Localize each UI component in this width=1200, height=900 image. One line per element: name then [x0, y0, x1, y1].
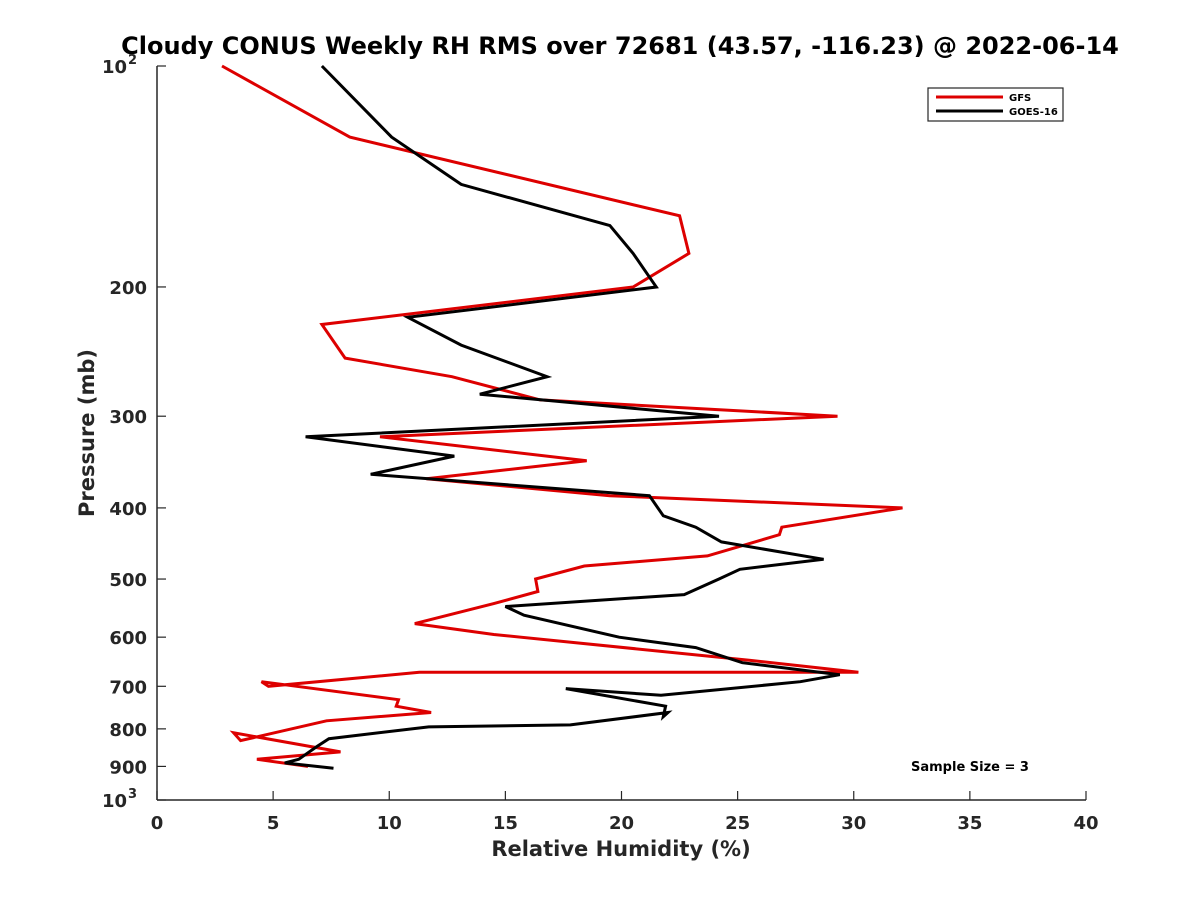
x-axis-label: Relative Humidity (%): [491, 837, 750, 861]
x-tick-label: 5: [267, 813, 280, 834]
x-tick-label: 10: [377, 813, 402, 834]
legend-box: [927, 87, 1064, 122]
plot-area: 0 5 10 15 20 25 30 35 40 10 220030040050060070080…: [102, 53, 1099, 834]
chart-title: Cloudy CONUS Weekly RH RMS over 72681 (4…: [121, 32, 1119, 60]
y-tick-exponent: 2: [128, 53, 137, 68]
legend: GFS GOES-16: [927, 87, 1064, 122]
legend-label-goes16: GOES-16: [1009, 107, 1058, 118]
y-tick-label: 400: [109, 499, 147, 520]
x-tick-label: 35: [957, 813, 982, 834]
y-tick-label: 700: [109, 677, 147, 698]
y-tick-label: 900: [109, 757, 147, 778]
y-axis-label: Pressure (mb): [75, 349, 99, 517]
y-tick-label: 600: [109, 628, 147, 649]
series-group: [221, 64, 903, 770]
y-tick-label: 10: [102, 791, 127, 812]
sample-size-annotation: Sample Size = 3: [911, 760, 1029, 775]
y-tick-label: 300: [109, 407, 147, 428]
y-tick-label: 200: [109, 278, 147, 299]
x-tick-label: 0: [151, 813, 164, 834]
x-tick-label: 40: [1073, 813, 1098, 834]
y-tick-label: 800: [109, 720, 147, 741]
series-line-gfs: [221, 64, 903, 768]
x-ticks: 0 5 10 15 20 25 30 35 40: [151, 791, 1099, 834]
x-tick-label: 15: [493, 813, 518, 834]
legend-label-gfs: GFS: [1009, 93, 1031, 104]
x-tick-label: 30: [841, 813, 866, 834]
x-tick-label: 25: [725, 813, 750, 834]
y-tick-label: 500: [109, 570, 147, 591]
y-tick-exponent: 3: [128, 787, 137, 802]
y-tick-label: 10: [102, 57, 127, 78]
series-line-goes16: [284, 64, 841, 770]
x-tick-label: 20: [609, 813, 634, 834]
